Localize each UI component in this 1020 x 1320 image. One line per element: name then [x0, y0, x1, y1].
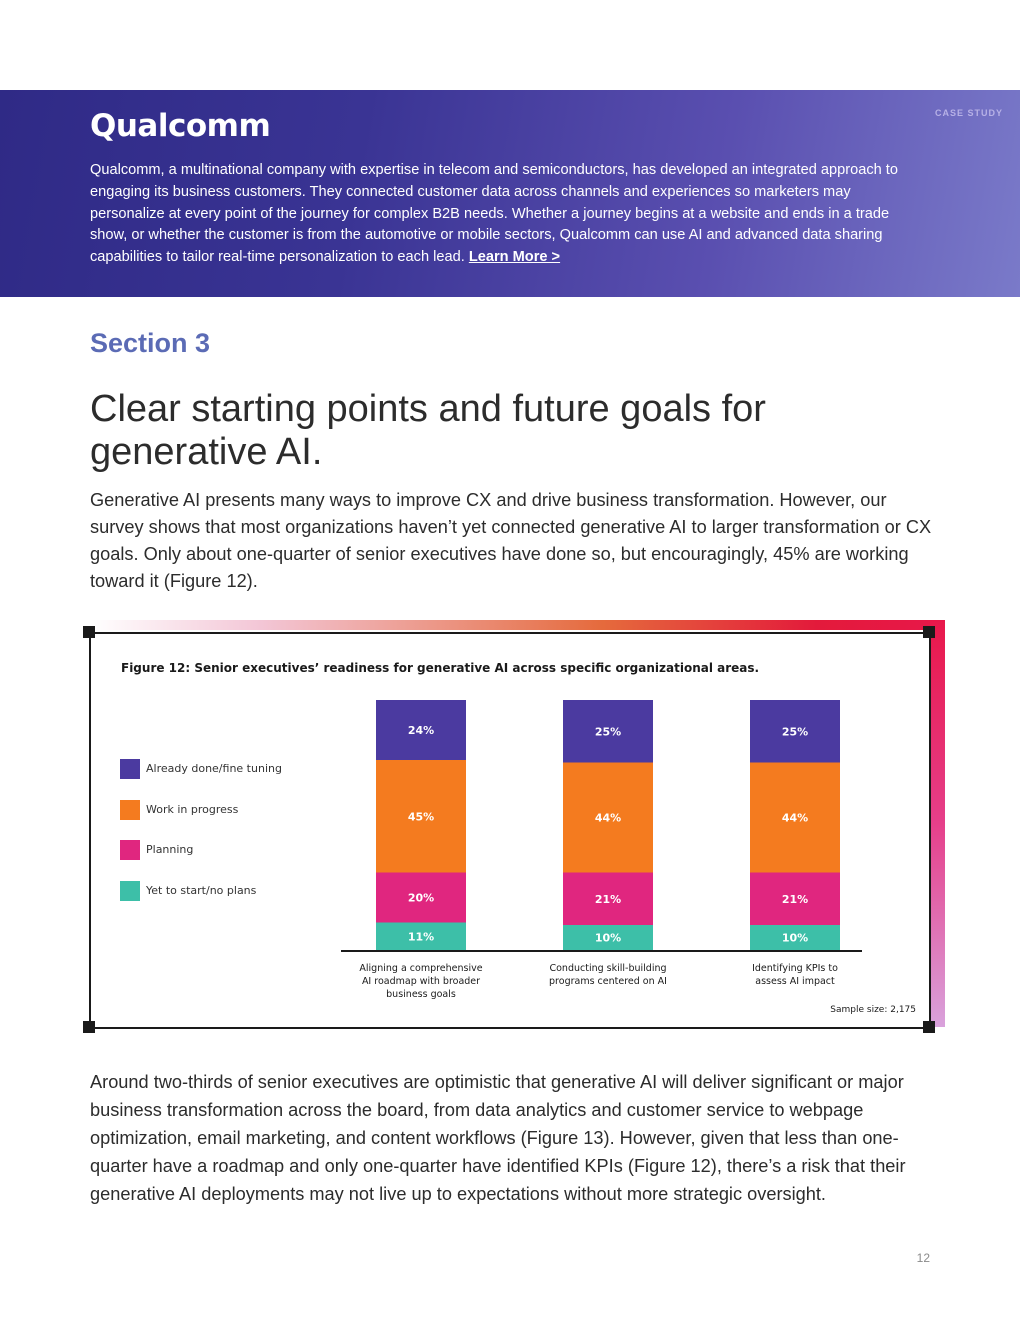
bar-segment [750, 872, 840, 925]
legend-swatch [120, 759, 140, 779]
legend-label: Planning [146, 843, 194, 856]
legend-swatch [120, 880, 140, 901]
frame-corner-handle [923, 1021, 935, 1033]
bar-segment [750, 762, 840, 873]
data-label: 10% [782, 932, 808, 945]
bar-segment [376, 700, 466, 760]
frame-corner-handle [923, 626, 935, 638]
sample-size-note: Sample size: 2,175 [830, 1005, 916, 1015]
category-label: programs centered on AI [549, 976, 667, 987]
closing-paragraph: Around two-thirds of senior executives a… [90, 1072, 906, 1204]
page-number: 12 [916, 1251, 930, 1265]
figure-gradient-right [930, 620, 945, 1027]
data-label: 11% [408, 930, 434, 943]
legend-label: Work in progress [146, 802, 239, 816]
data-label: 25% [782, 725, 808, 738]
category-label: business goals [386, 989, 456, 1000]
legend-swatch [120, 799, 140, 820]
figure-title: Figure 12: Senior executives’ readiness … [121, 661, 760, 675]
figure-gradient-top [90, 620, 945, 630]
intro-paragraph: Generative AI presents many ways to impr… [90, 490, 932, 591]
header-banner [0, 90, 1020, 297]
bar-segment [563, 762, 653, 873]
bar-segment [376, 760, 466, 873]
data-label: 20% [408, 892, 434, 905]
section-label: Section 3 [90, 328, 211, 358]
bar-segment [563, 700, 653, 763]
frame-corner-handle [83, 626, 95, 638]
data-label: 10% [595, 932, 621, 945]
category-label: Identifying KPIs to [752, 963, 838, 974]
qualcomm-logo: Qualcomm [90, 108, 271, 144]
data-label: 44% [595, 812, 621, 825]
frame-corner-handle [83, 1021, 95, 1033]
data-label: 44% [782, 812, 808, 825]
data-label: 25% [595, 725, 621, 738]
bar-segment [376, 872, 466, 923]
bar-segment [750, 925, 840, 950]
data-label: 21% [782, 893, 808, 906]
legend-swatch [120, 840, 140, 860]
bar-segment [750, 700, 840, 763]
page-headline: Clear starting points and future goals f… [90, 388, 766, 473]
category-label: assess AI impact [755, 976, 835, 987]
bar-segment [563, 925, 653, 950]
category-label: Aligning a comprehensive [359, 963, 482, 974]
bar-segment [376, 922, 466, 950]
legend-label: Already done/fine tuning [146, 762, 282, 775]
category-label: Conducting skill-building [549, 963, 666, 974]
case-study-tag: CASE STUDY [934, 108, 1003, 118]
data-label: 21% [595, 893, 621, 906]
legend-label: Yet to start/no plans [146, 883, 257, 897]
data-label: 45% [408, 810, 434, 823]
case-study-description: Qualcomm, a multinational company with e… [90, 160, 928, 269]
category-label: AI roadmap with broader [362, 976, 480, 987]
description-text: Qualcomm, a multinational company with e… [90, 162, 898, 266]
bar-segment [563, 872, 653, 925]
data-label: 24% [408, 724, 434, 737]
learn-more-link[interactable]: Learn More > [468, 249, 561, 266]
